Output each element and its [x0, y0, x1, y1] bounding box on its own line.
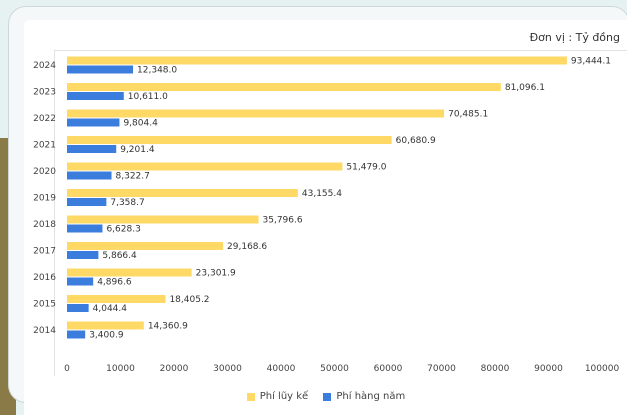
x-tick-label: 80000	[481, 364, 510, 374]
bar-cumulative	[67, 321, 144, 330]
bar-annual	[67, 330, 86, 339]
data-label-annual: 3,400.9	[89, 331, 124, 341]
x-tick-label: 40000	[267, 364, 296, 374]
legend-label-cumulative: Phí lũy kế	[259, 391, 309, 402]
y-tick-label: 2021	[33, 141, 56, 151]
bar-annual	[67, 304, 89, 312]
plot-area-border	[54, 50, 627, 376]
x-tick-label: 10000	[106, 364, 135, 374]
x-tick-label: 70000	[427, 364, 456, 374]
bar-cumulative	[67, 295, 166, 303]
bar-cumulative	[67, 268, 192, 277]
data-label-annual: 12,348.0	[137, 66, 177, 76]
bar-cumulative	[67, 136, 392, 144]
legend: Phí lũy kế Phí hàng năm	[24, 391, 627, 404]
bar-annual	[67, 277, 94, 286]
data-label-annual: 10,611.0	[128, 92, 168, 102]
bar-annual	[67, 65, 134, 74]
data-label-cumulative: 29,168.6	[227, 242, 267, 252]
x-tick-label: 50000	[320, 364, 349, 374]
y-tick-label: 2019	[33, 194, 56, 204]
legend-swatch-annual	[323, 392, 332, 401]
data-label-cumulative: 18,405.2	[169, 295, 209, 305]
data-label-annual: 4,044.4	[93, 304, 128, 314]
data-label-cumulative: 81,096.1	[505, 83, 545, 93]
legend-item-annual[interactable]: Phí hàng năm	[323, 391, 405, 402]
data-label-annual: 7,358.7	[110, 198, 144, 208]
x-tick-label: 60000	[374, 364, 403, 374]
unit-label: Đơn vị : Tỷ đồng	[529, 31, 620, 44]
legend-item-cumulative[interactable]: Phí lũy kế	[246, 391, 309, 402]
data-label-annual: 8,322.7	[116, 172, 150, 182]
data-label-cumulative: 93,444.1	[571, 57, 611, 67]
data-label-annual: 5,866.4	[102, 251, 137, 261]
data-label-cumulative: 23,301.9	[196, 269, 236, 279]
bar-cumulative	[67, 109, 445, 118]
bar-annual	[67, 118, 120, 127]
bar-annual	[67, 224, 103, 233]
data-label-cumulative: 43,155.4	[302, 189, 342, 199]
data-label-cumulative: 70,485.1	[448, 110, 488, 120]
y-tick-label: 2024	[33, 61, 56, 71]
data-label-annual: 9,804.4	[123, 119, 158, 129]
bar-annual	[67, 171, 112, 180]
data-label-annual: 9,201.4	[120, 145, 155, 155]
data-label-cumulative: 35,796.6	[263, 216, 303, 226]
x-tick-label: 20000	[160, 364, 189, 374]
bar-annual	[67, 251, 99, 259]
bar-chart: 2024 93,444.1 12,348.0 2023 81,096.1 10,611.0…	[33, 56, 620, 374]
data-label-cumulative: 14,360.9	[148, 322, 188, 332]
bar-annual	[67, 145, 117, 153]
chart-card: Đơn vị : Tỷ đồng 2024 93,444.1 12,348.0 202…	[24, 20, 627, 415]
bar-cumulative	[67, 242, 224, 250]
bar-cumulative	[67, 83, 501, 91]
bar-cumulative	[67, 56, 567, 65]
data-label-cumulative: 60,680.9	[396, 136, 436, 146]
bar-annual	[67, 92, 124, 100]
x-tick-label: 30000	[213, 364, 242, 374]
bar-cumulative	[67, 215, 259, 224]
x-tick-label: 90000	[534, 364, 563, 374]
y-tick-label: 2018	[33, 220, 56, 230]
y-tick-label: 2014	[33, 326, 56, 336]
legend-swatch-cumulative	[246, 392, 255, 401]
y-tick-label: 2022	[33, 114, 56, 124]
y-tick-label: 2023	[33, 88, 56, 98]
data-label-cumulative: 51,479.0	[346, 163, 386, 173]
y-tick-label: 2015	[33, 300, 56, 310]
y-tick-label: 2020	[33, 167, 56, 177]
bar-cumulative	[67, 162, 343, 171]
data-label-annual: 4,896.6	[97, 278, 132, 288]
y-tick-label: 2016	[33, 273, 56, 283]
x-tick-label: 0	[64, 364, 70, 374]
y-tick-label: 2017	[33, 247, 56, 257]
x-tick-label: 100000	[585, 364, 620, 374]
data-label-annual: 6,628.3	[106, 225, 140, 235]
bar-cumulative	[67, 189, 298, 197]
bar-annual	[67, 198, 107, 206]
legend-label-annual: Phí hàng năm	[336, 391, 406, 402]
